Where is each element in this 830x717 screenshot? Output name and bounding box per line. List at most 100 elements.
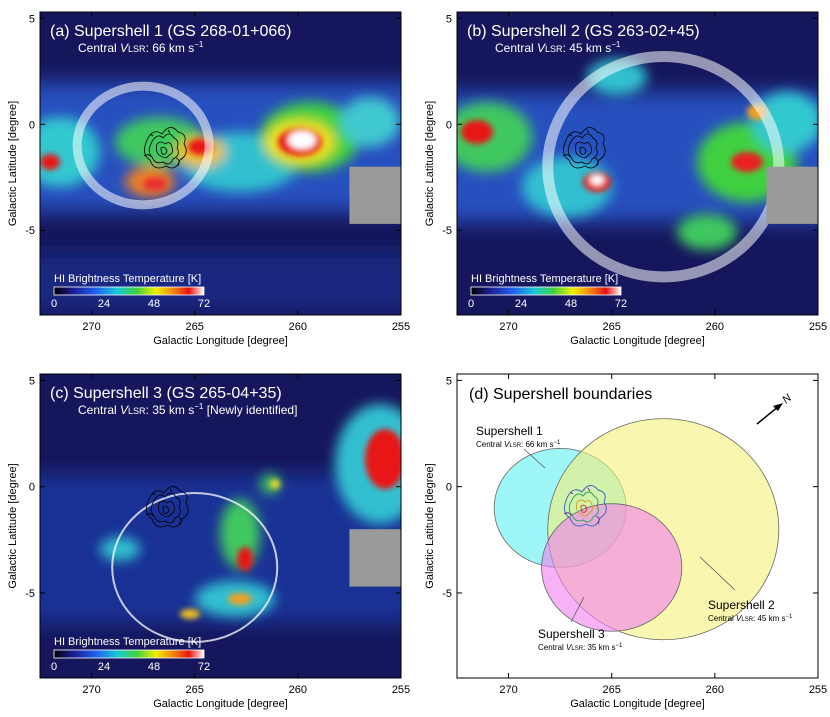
north-arrow-icon <box>756 403 783 425</box>
x-tick-label: 255 <box>809 321 827 333</box>
colorbar-tick-label: 48 <box>565 298 577 310</box>
shell-caption-1: Central VLSR: 66 km s−1 <box>476 440 561 449</box>
x-tick-label: 270 <box>499 321 517 333</box>
panel-b <box>456 11 819 316</box>
x-tick-label: 260 <box>289 684 307 696</box>
caption-variable: V <box>504 440 510 449</box>
shell-name-1: Supershell 1 <box>476 424 543 438</box>
colorbar-tick-label: 0 <box>51 661 57 673</box>
subtitle-value: : 45 km s <box>563 41 612 55</box>
x-tick-label: 270 <box>82 684 100 696</box>
x-tick-label: 270 <box>82 321 100 333</box>
caption-variable: V <box>566 643 572 652</box>
caption-subscript: LSR <box>741 617 753 623</box>
y-tick-label: 0 <box>446 482 452 494</box>
subtitle-prefix: Central <box>495 41 537 55</box>
y-axis-label: Galactic Latitude [degree] <box>424 101 436 226</box>
subtitle-prefix: Central <box>78 41 120 55</box>
colorbar-tick-label: 0 <box>468 298 474 310</box>
x-axis-label: Galactic Longitude [degree] <box>153 335 288 347</box>
subtitle-variable: V <box>120 403 129 417</box>
panel-d: N <box>456 373 819 679</box>
y-axis-label: Galactic Latitude [degree] <box>7 101 19 226</box>
colorbar-tick-label: 48 <box>148 298 160 310</box>
x-axis-label: Galactic Longitude [degree] <box>153 698 288 710</box>
caption-subscript: LSR <box>509 443 521 449</box>
colorbar <box>53 649 205 659</box>
subtitle-variable: V <box>537 41 546 55</box>
caption-exponent: −1 <box>785 614 793 620</box>
subtitle-extra: [Newly identified] <box>203 403 297 417</box>
colorbar-tick-label: 72 <box>198 661 210 673</box>
subtitle-subscript: LSR <box>545 44 563 54</box>
y-axis-label: Galactic Latitude [degree] <box>424 463 436 588</box>
x-tick-label: 260 <box>289 321 307 333</box>
caption-subscript: LSR <box>571 646 583 652</box>
subtitle-exponent: −1 <box>194 40 204 49</box>
x-tick-label: 265 <box>603 321 621 333</box>
caption-prefix: Central <box>476 440 504 449</box>
subtitle-exponent: −1 <box>194 402 204 411</box>
x-tick-label: 255 <box>392 684 410 696</box>
leader-line-2 <box>699 556 736 591</box>
y-tick-label: -5 <box>25 225 35 237</box>
colorbar-tick-label: 72 <box>198 298 210 310</box>
subtitle-value: : 66 km s <box>146 41 195 55</box>
y-tick-label: 0 <box>29 482 35 494</box>
panel-subtitle: Central VLSR: 66 km s−1 <box>78 40 204 55</box>
caption-prefix: Central <box>708 614 736 623</box>
panel-c <box>39 373 402 679</box>
colorbar-tick-label: 24 <box>98 661 110 673</box>
shell-name-3: Supershell 3 <box>538 627 605 641</box>
caption-value: : 35 km s <box>583 643 615 652</box>
caption-exponent: −1 <box>615 643 623 649</box>
x-tick-label: 265 <box>186 321 204 333</box>
colorbar-label: HI Brightness Temperature [K] <box>54 636 201 648</box>
y-tick-label: 5 <box>29 13 35 25</box>
panel-title: (c) Supershell 3 (GS 265-04+35) <box>50 385 282 402</box>
leader-line-1 <box>523 448 546 469</box>
caption-value: : 45 km s <box>753 614 785 623</box>
y-tick-label: 5 <box>446 13 452 25</box>
y-tick-label: -5 <box>25 588 35 600</box>
masked-region-c <box>349 529 401 587</box>
panel-subtitle: Central VLSR: 35 km s−1 [Newly identifie… <box>78 402 297 417</box>
colorbar-tick-label: 72 <box>615 298 627 310</box>
shell-caption-2: Central VLSR: 45 km s−1 <box>708 614 793 623</box>
y-tick-label: -5 <box>442 225 452 237</box>
caption-variable: V <box>736 614 742 623</box>
y-tick-label: 0 <box>446 119 452 131</box>
subtitle-prefix: Central <box>78 403 120 417</box>
subtitle-variable: V <box>120 41 129 55</box>
x-tick-label: 260 <box>706 684 724 696</box>
shell-boundary-3 <box>541 503 683 632</box>
colorbar-tick-label: 48 <box>148 661 160 673</box>
leader-line-3 <box>570 596 585 623</box>
y-tick-label: 5 <box>446 375 452 387</box>
x-tick-label: 265 <box>186 684 204 696</box>
colorbar-label: HI Brightness Temperature [K] <box>54 273 201 285</box>
shell-name-2: Supershell 2 <box>708 598 775 612</box>
caption-exponent: −1 <box>553 440 561 446</box>
x-tick-label: 270 <box>499 684 517 696</box>
panel-title: (a) Supershell 1 (GS 268-01+066) <box>50 23 291 40</box>
shell-caption-3: Central VLSR: 35 km s−1 <box>538 643 623 652</box>
subtitle-subscript: LSR <box>128 44 146 54</box>
colorbar <box>53 286 205 296</box>
x-tick-label: 255 <box>809 684 827 696</box>
colorbar <box>470 286 622 296</box>
shell-ellipse-c <box>111 492 279 643</box>
y-tick-label: -5 <box>442 588 452 600</box>
panel-title: (d) Supershell boundaries <box>469 386 652 403</box>
y-axis-label: Galactic Latitude [degree] <box>7 463 19 588</box>
caption-value: : 66 km s <box>521 440 553 449</box>
colorbar-tick-label: 24 <box>98 298 110 310</box>
x-axis-label: Galactic Longitude [degree] <box>570 698 705 710</box>
subtitle-value: : 35 km s <box>146 403 195 417</box>
panel-title: (b) Supershell 2 (GS 263-02+45) <box>467 23 700 40</box>
colorbar-tick-label: 24 <box>515 298 527 310</box>
panel-a <box>39 11 402 316</box>
colorbar-tick-label: 0 <box>51 298 57 310</box>
subtitle-subscript: LSR <box>128 406 146 416</box>
